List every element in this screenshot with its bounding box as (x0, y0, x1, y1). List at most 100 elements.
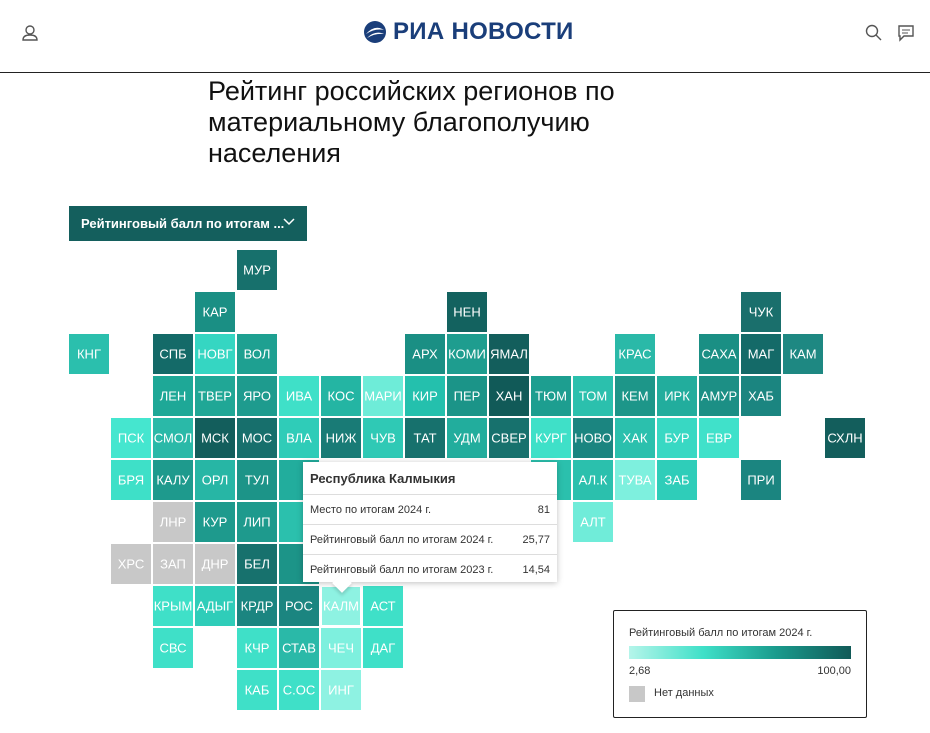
region-tile[interactable] (237, 586, 277, 626)
region-tile[interactable] (657, 460, 697, 500)
tooltip: Республика Калмыкия Место по итогам 2024… (303, 462, 557, 593)
region-tile[interactable] (195, 460, 235, 500)
search-icon[interactable] (865, 24, 883, 42)
region-tile[interactable] (195, 586, 235, 626)
region-tile[interactable] (615, 334, 655, 374)
region-tile[interactable] (195, 334, 235, 374)
region-tile[interactable] (111, 418, 151, 458)
region-tile[interactable] (237, 502, 277, 542)
region-tile[interactable] (447, 292, 487, 332)
region-tile[interactable] (237, 334, 277, 374)
region-tile[interactable] (237, 544, 277, 584)
region-label: ХАН (496, 389, 523, 404)
region-tile[interactable] (405, 376, 445, 416)
region-tile[interactable] (615, 376, 655, 416)
region-tile[interactable] (741, 460, 781, 500)
region-tile[interactable] (153, 628, 193, 668)
region-tile[interactable] (111, 544, 151, 584)
region-tile[interactable] (573, 502, 613, 542)
region-tile[interactable] (237, 376, 277, 416)
tooltip-row: Рейтинговый балл по итогам 2023 г. 14,54 (303, 555, 557, 584)
region-tile[interactable] (153, 418, 193, 458)
region-tile[interactable] (153, 544, 193, 584)
region-tile[interactable] (825, 418, 865, 458)
header: РИА НОВОСТИ (0, 0, 930, 73)
region-tile[interactable] (699, 334, 739, 374)
region-tile[interactable] (153, 586, 193, 626)
region-tile[interactable] (237, 670, 277, 710)
region-label: КУРГ (535, 431, 567, 446)
profile-icon[interactable] (21, 24, 39, 42)
region-tile[interactable] (111, 460, 151, 500)
region-tile[interactable] (363, 586, 403, 626)
region-tile[interactable] (279, 418, 319, 458)
region-tile[interactable] (783, 334, 823, 374)
region-tile[interactable] (657, 376, 697, 416)
region-tile[interactable] (699, 418, 739, 458)
region-tile[interactable] (153, 334, 193, 374)
region-tile[interactable] (741, 376, 781, 416)
region-tile[interactable] (447, 334, 487, 374)
logo[interactable]: РИА НОВОСТИ (363, 18, 574, 46)
region-tile[interactable] (279, 376, 319, 416)
region-tile[interactable] (531, 376, 571, 416)
region-tile[interactable] (447, 418, 487, 458)
region-tile[interactable] (153, 376, 193, 416)
region-label: КАМ (789, 347, 816, 362)
region-tile[interactable] (573, 418, 613, 458)
region-tile[interactable] (69, 334, 109, 374)
region-label: КЧР (245, 641, 270, 656)
region-tile[interactable] (615, 418, 655, 458)
region-tile[interactable] (489, 418, 529, 458)
region-tile[interactable] (363, 628, 403, 668)
region-tile[interactable] (741, 334, 781, 374)
region-tile[interactable] (237, 628, 277, 668)
region-tile[interactable] (195, 376, 235, 416)
chat-icon[interactable] (897, 24, 915, 42)
region-tile[interactable] (363, 376, 403, 416)
region-label: ТАТ (413, 431, 436, 446)
metric-dropdown[interactable]: Рейтинговый балл по итогам ... (69, 206, 307, 241)
region-tile[interactable] (321, 376, 361, 416)
region-tile[interactable] (699, 376, 739, 416)
region-tile[interactable] (489, 334, 529, 374)
region-tile[interactable] (153, 460, 193, 500)
region-tile[interactable] (531, 418, 571, 458)
region-tile[interactable] (363, 418, 403, 458)
region-label: ХАК (623, 431, 648, 446)
region-label: АМУР (701, 389, 737, 404)
region-tile[interactable] (153, 502, 193, 542)
region-label: БЕЛ (244, 557, 270, 572)
region-tile[interactable] (405, 334, 445, 374)
region-tile[interactable] (237, 418, 277, 458)
region-tile[interactable] (279, 670, 319, 710)
region-label: КУР (203, 515, 228, 530)
region-tile[interactable] (573, 376, 613, 416)
row-label: Рейтинговый балл по итогам 2023 г. (310, 563, 494, 576)
region-tile[interactable] (321, 670, 361, 710)
region-tile[interactable] (573, 460, 613, 500)
region-tile[interactable] (657, 418, 697, 458)
region-tile[interactable] (447, 376, 487, 416)
region-tile[interactable] (405, 418, 445, 458)
region-tile[interactable] (195, 292, 235, 332)
region-tile[interactable] (279, 586, 319, 626)
region-tile[interactable] (321, 418, 361, 458)
region-tile[interactable] (489, 376, 529, 416)
region-label: КНГ (77, 347, 101, 362)
region-tile[interactable] (195, 502, 235, 542)
region-label: ЛИП (243, 515, 270, 530)
region-tile[interactable] (237, 250, 277, 290)
region-label: КАР (203, 305, 228, 320)
region-tile[interactable] (195, 418, 235, 458)
region-tile[interactable] (741, 292, 781, 332)
region-tile[interactable] (279, 628, 319, 668)
region-tile[interactable] (237, 460, 277, 500)
region-tile[interactable] (615, 460, 655, 500)
region-label: АДЫГ (197, 599, 233, 614)
region-tile[interactable] (195, 544, 235, 584)
region-tile[interactable] (321, 628, 361, 668)
region-label: ЗАБ (664, 473, 689, 488)
